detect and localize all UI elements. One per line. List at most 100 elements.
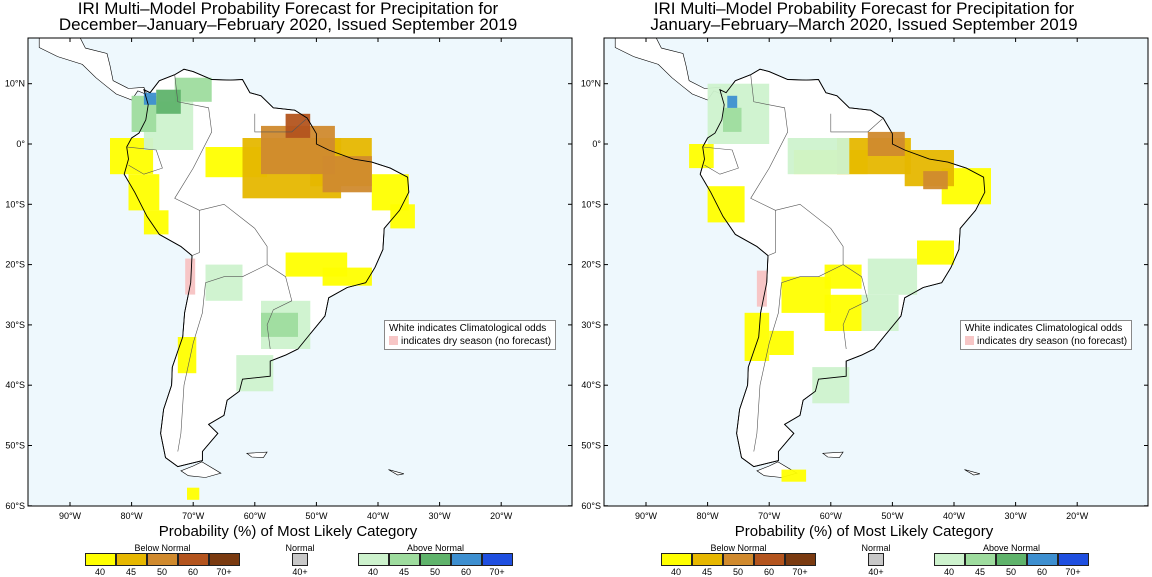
forecast-cell xyxy=(781,469,807,482)
forecast-cell xyxy=(322,156,372,193)
lat-label: 0° xyxy=(592,139,601,149)
forecast-cell xyxy=(177,337,197,374)
forecast-cell xyxy=(744,312,770,361)
above-normal-swatch xyxy=(996,553,1027,566)
lon-label: 60°W xyxy=(820,511,843,520)
lat-label: 40°S xyxy=(581,380,601,390)
lat-label: 20°S xyxy=(5,260,25,270)
forecast-cell xyxy=(769,330,794,355)
forecast-cell xyxy=(707,186,745,223)
lat-label: 10°S xyxy=(5,199,25,209)
legend-title: Probability (%) of Most Likely Category xyxy=(734,523,994,540)
normal-swatch xyxy=(292,553,308,566)
forecast-panel-jfm: IRI Multi–Model Probability Forecast for… xyxy=(576,0,1152,577)
note-dry-season: indicates dry season (no forecast) xyxy=(977,336,1128,347)
below-normal-swatch xyxy=(209,553,240,566)
country-border xyxy=(842,264,869,350)
above-normal-label: Above Normal xyxy=(406,543,465,553)
below-normal-tick: 40 xyxy=(94,567,105,577)
normal-label: Normal xyxy=(285,543,315,553)
forecast-cell xyxy=(128,174,160,211)
forecast-cell xyxy=(143,210,169,235)
above-normal-tick: 60 xyxy=(460,567,471,577)
lat-label: 50°S xyxy=(5,441,25,451)
forecast-cell xyxy=(261,312,298,337)
country-border xyxy=(830,113,884,133)
normal-tick: 40+ xyxy=(292,567,308,577)
above-normal-tick: 50 xyxy=(429,567,440,577)
forecast-cell xyxy=(787,138,850,175)
map-note: White indicates Climatological odds indi… xyxy=(960,320,1133,350)
lat-label: 10°N xyxy=(5,79,25,89)
above-normal-tick: 40 xyxy=(367,567,378,577)
country-border xyxy=(174,74,213,256)
lat-label: 50°S xyxy=(581,441,601,451)
lon-label: 80°W xyxy=(697,511,720,520)
above-normal-swatch xyxy=(1058,553,1089,566)
country-border xyxy=(750,74,789,256)
forecast-cell xyxy=(174,77,212,102)
above-normal-swatch xyxy=(389,553,420,566)
forecast-cell xyxy=(723,107,742,132)
caribbean-island xyxy=(144,33,155,37)
forecast-panel-djf: IRI Multi–Model Probability Forecast for… xyxy=(0,0,576,577)
dry-season-cell xyxy=(756,270,767,307)
lon-label: 50°W xyxy=(881,511,904,520)
below-normal-label: Below Normal xyxy=(134,543,191,553)
above-normal-swatch xyxy=(420,553,451,566)
lon-label: 30°W xyxy=(1005,511,1028,520)
above-normal-tick: 45 xyxy=(398,567,409,577)
forecast-cell xyxy=(824,264,862,289)
map-content xyxy=(28,24,572,506)
forecast-cells xyxy=(689,83,991,482)
country-border xyxy=(702,146,739,175)
lon-label: 70°W xyxy=(182,511,205,520)
dry-season-swatch xyxy=(965,336,974,345)
map-title-line1: IRI Multi–Model Probability Forecast for… xyxy=(77,0,499,18)
falkland-islands xyxy=(245,451,268,458)
forecast-cell xyxy=(187,487,200,500)
south-georgia xyxy=(964,469,980,476)
forecast-cell xyxy=(781,276,831,313)
below-normal-tick: 60 xyxy=(763,567,774,577)
forecast-map: 10°N 0° 10°S 20°S 30°S 40°S 50°S 60°S 90°W 80°W 70… xyxy=(581,24,1149,520)
forecast-cell xyxy=(322,267,372,286)
above-normal-tick: 60 xyxy=(1036,567,1047,577)
south-georgia xyxy=(388,469,404,476)
falkland-islands xyxy=(821,451,844,458)
lon-label: 20°W xyxy=(490,511,513,520)
country-border xyxy=(177,203,268,452)
forecast-cell xyxy=(917,240,954,265)
normal-label: Normal xyxy=(861,543,891,553)
above-normal-swatch xyxy=(451,553,482,566)
lat-label: 20°S xyxy=(581,260,601,270)
lon-label: 40°W xyxy=(367,511,390,520)
lon-label: 80°W xyxy=(121,511,144,520)
forecast-cell xyxy=(923,171,948,190)
above-normal-swatch xyxy=(482,553,513,566)
lat-label: 30°S xyxy=(5,320,25,330)
coastline xyxy=(123,68,410,468)
lon-label: 30°W xyxy=(429,511,452,520)
below-normal-tick: 50 xyxy=(732,567,743,577)
lon-label: 90°W xyxy=(635,511,658,520)
lon-label: 70°W xyxy=(758,511,781,520)
map-title-line2: December–January–February 2020, Issued S… xyxy=(58,15,518,34)
lat-label: 60°S xyxy=(581,501,601,511)
caribbean-island xyxy=(166,24,204,37)
lon-label: 90°W xyxy=(59,511,82,520)
caribbean-island xyxy=(742,24,780,37)
above-normal-tick: 45 xyxy=(974,567,985,577)
below-normal-swatch xyxy=(661,553,692,566)
forecast-cells xyxy=(110,77,415,500)
normal-swatch xyxy=(868,553,884,566)
lon-label: 50°W xyxy=(305,511,328,520)
below-normal-swatch xyxy=(785,553,816,566)
legend-title: Probability (%) of Most Likely Category xyxy=(158,523,418,540)
below-normal-tick: 45 xyxy=(125,567,136,577)
above-normal-tick: 70+ xyxy=(489,567,505,577)
note-climatological-odds: White indicates Climatological odds xyxy=(965,323,1123,334)
country-border xyxy=(254,113,308,133)
above-normal-tick: 70+ xyxy=(1065,567,1081,577)
below-normal-swatch xyxy=(692,553,723,566)
